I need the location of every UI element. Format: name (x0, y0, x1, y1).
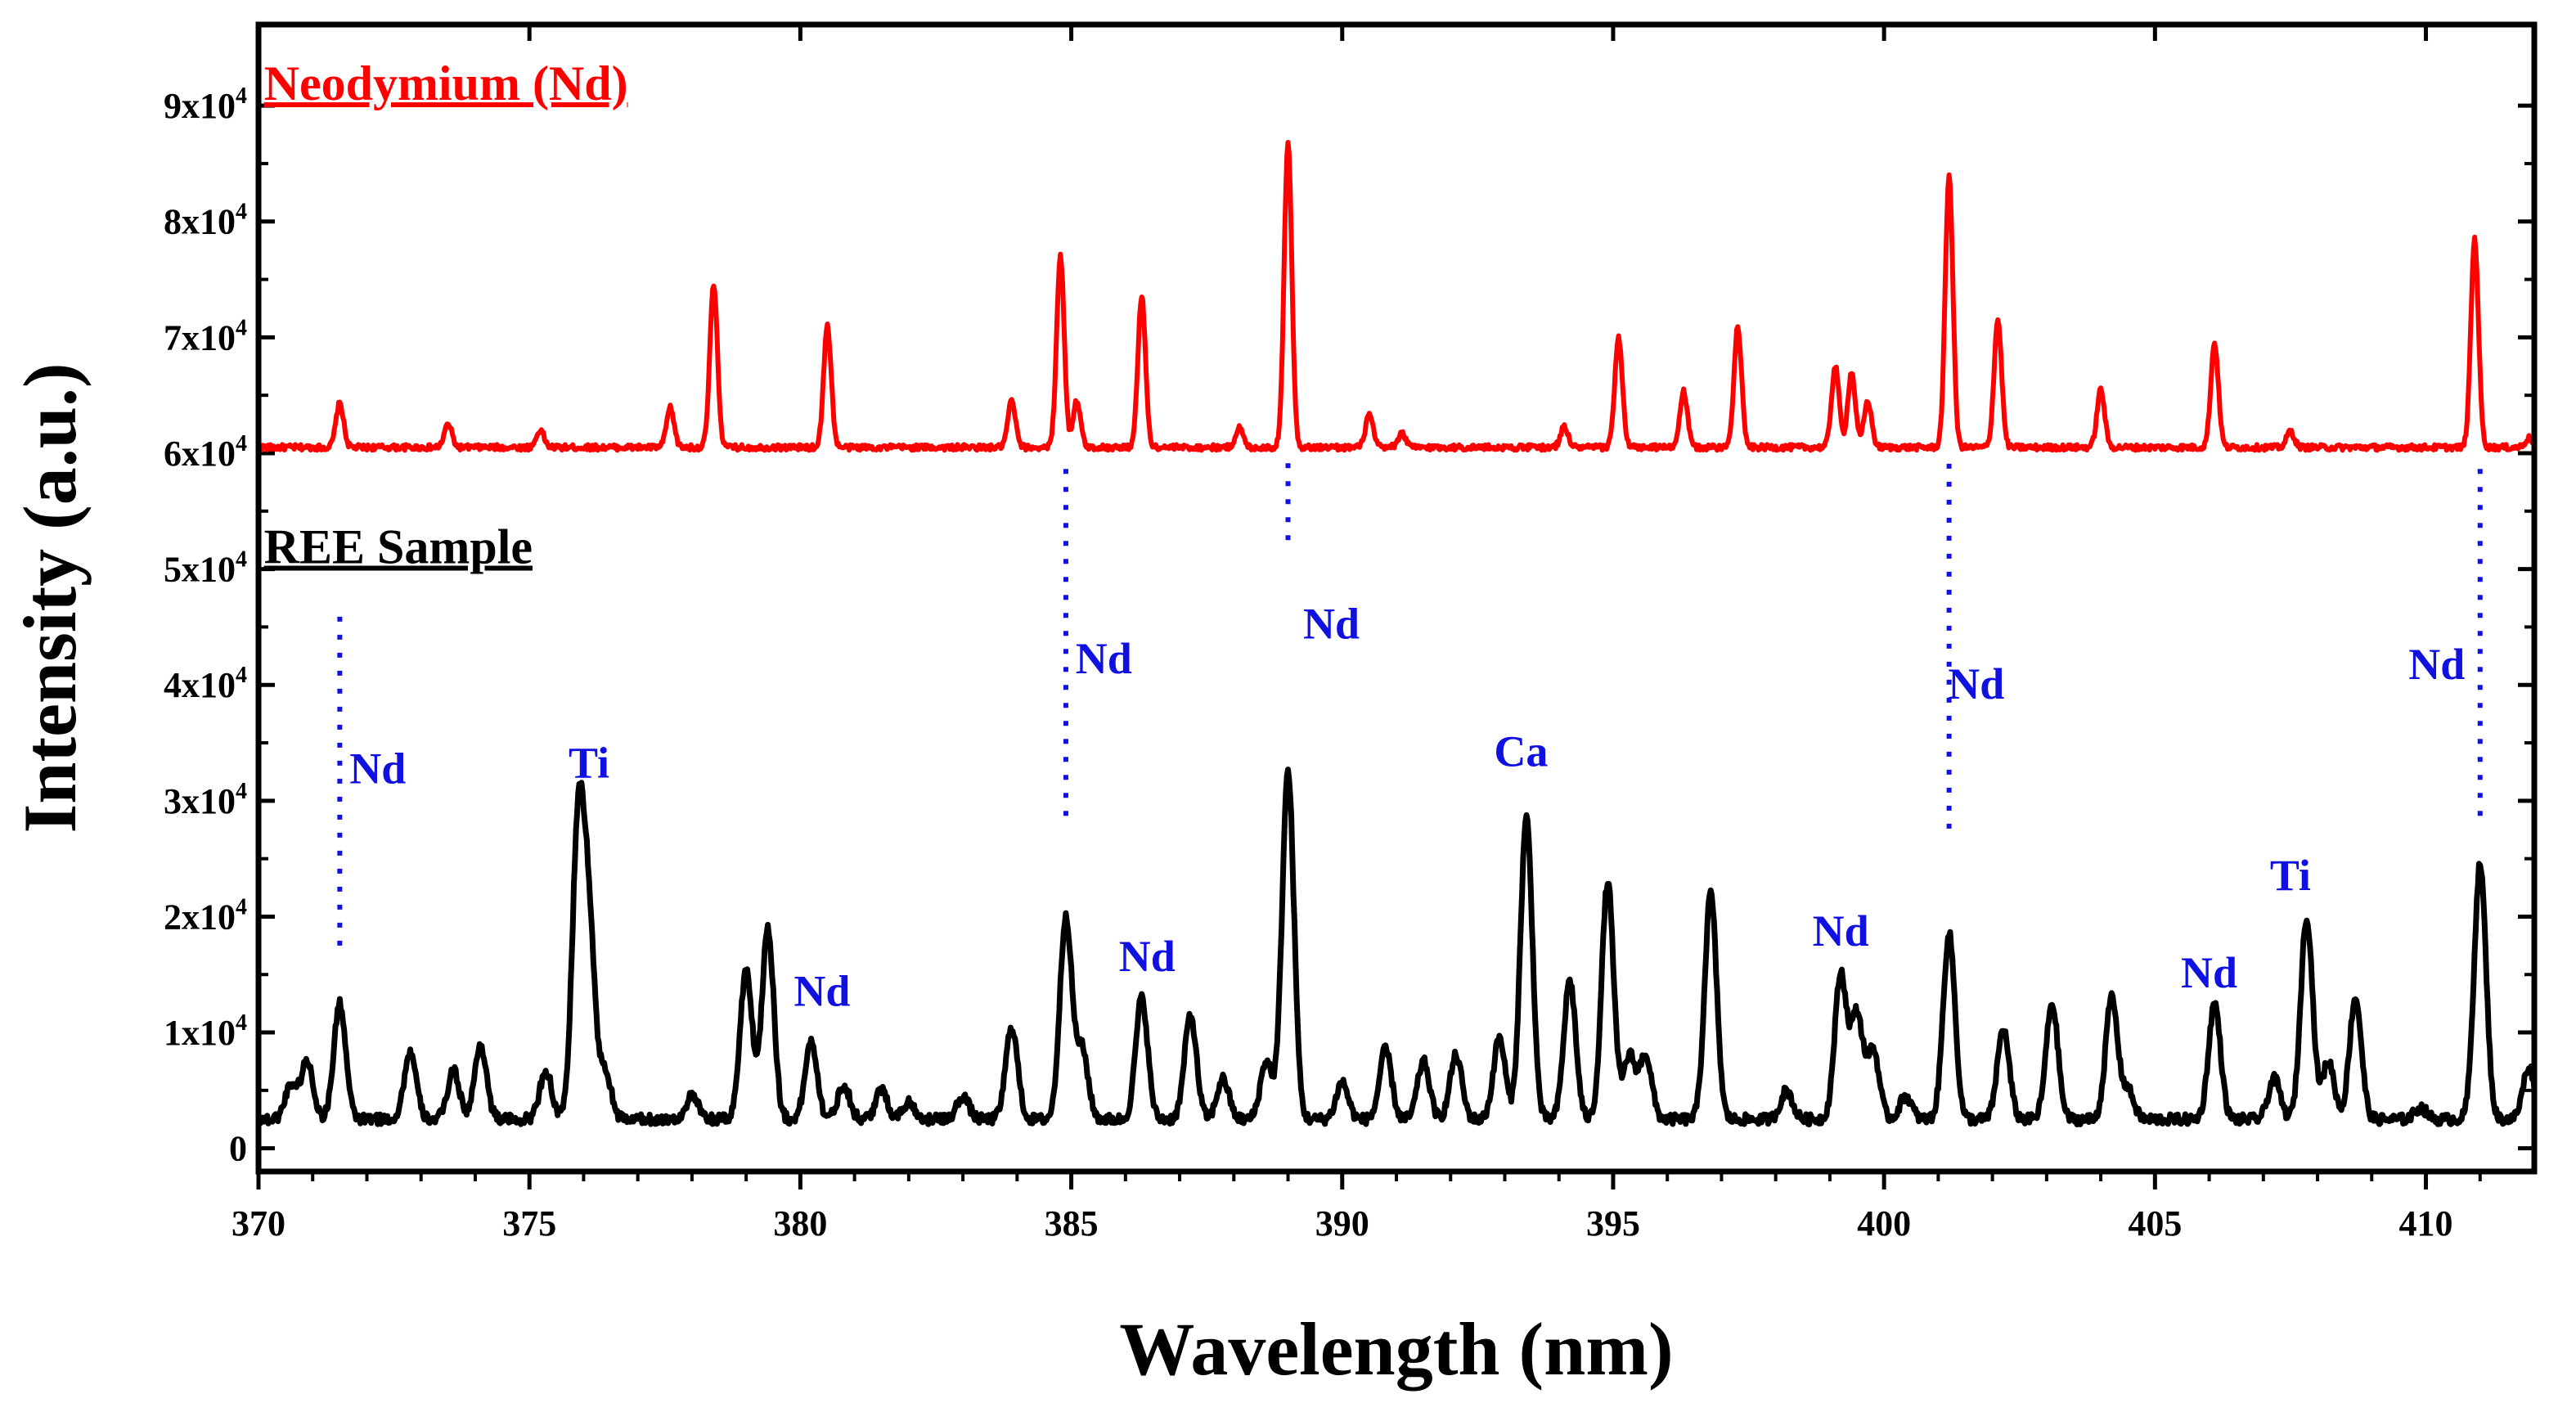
y-tick-label: 1x104 (164, 1010, 247, 1053)
series-labels: Neodymium (Nd) REE Sample (264, 56, 628, 573)
y-axis-ticks: 0 1x104 2x104 3x104 4x104 5x104 6x104 7x104 8x10… (164, 83, 2534, 1169)
x-tick-label: 380 (773, 1203, 827, 1243)
x-tick-label: 400 (1857, 1203, 1911, 1243)
y-tick-label: 3x104 (164, 779, 247, 821)
series-label-ree: REE Sample (264, 520, 533, 574)
x-tick-label: 385 (1045, 1203, 1099, 1243)
series-line-ree-sample (255, 767, 2538, 1128)
peak-annotation: Nd (1119, 932, 1176, 981)
x-tick-label: 375 (502, 1203, 556, 1243)
x-tick-label: 370 (232, 1203, 285, 1243)
peak-annotation: Nd (2408, 640, 2465, 689)
peak-guide-lines (337, 459, 2483, 946)
y-axis-title: Intensity (a.u.) (8, 362, 92, 833)
series-layer (255, 140, 2538, 1128)
peak-annotation: Nd (793, 966, 850, 1015)
y-tick-label: 7x104 (164, 315, 247, 357)
x-tick-label: 405 (2128, 1203, 2182, 1243)
y-tick-label: 0 (229, 1129, 247, 1169)
y-tick-label: 6x104 (164, 431, 247, 474)
peak-annotation: Nd (1076, 634, 1132, 683)
y-tick-label: 4x104 (164, 663, 247, 705)
x-tick-label: 390 (1315, 1203, 1369, 1243)
y-tick-label: 2x104 (164, 894, 247, 937)
peak-annotation: Nd (349, 744, 406, 794)
x-tick-label: 410 (2399, 1203, 2453, 1243)
series-line-neodymium (256, 140, 2537, 453)
plot-frame (255, 21, 2538, 1175)
peak-annotation: Ti (2270, 851, 2311, 900)
y-tick-label: 8x104 (164, 200, 247, 242)
y-tick-label: 9x104 (164, 83, 247, 126)
peak-annotation: Ca (1494, 726, 1548, 776)
series-label-nd-ref: Neodymium (Nd) (264, 56, 628, 110)
y-tick-label: 5x104 (164, 547, 247, 590)
peak-annotation: Nd (1303, 600, 1360, 649)
x-axis-title: Wavelength (nm) (1119, 1307, 1673, 1391)
peak-annotation: Nd (2181, 948, 2237, 997)
x-tick-label: 395 (1586, 1203, 1640, 1243)
peak-annotations: Nd Ti Nd Nd Nd Nd Ca Nd Nd Nd Ti Nd (349, 600, 2465, 1016)
peak-annotation: Ti (569, 739, 609, 788)
peak-annotation: Nd (1813, 906, 1869, 956)
peak-annotation: Nd (1948, 659, 2004, 708)
